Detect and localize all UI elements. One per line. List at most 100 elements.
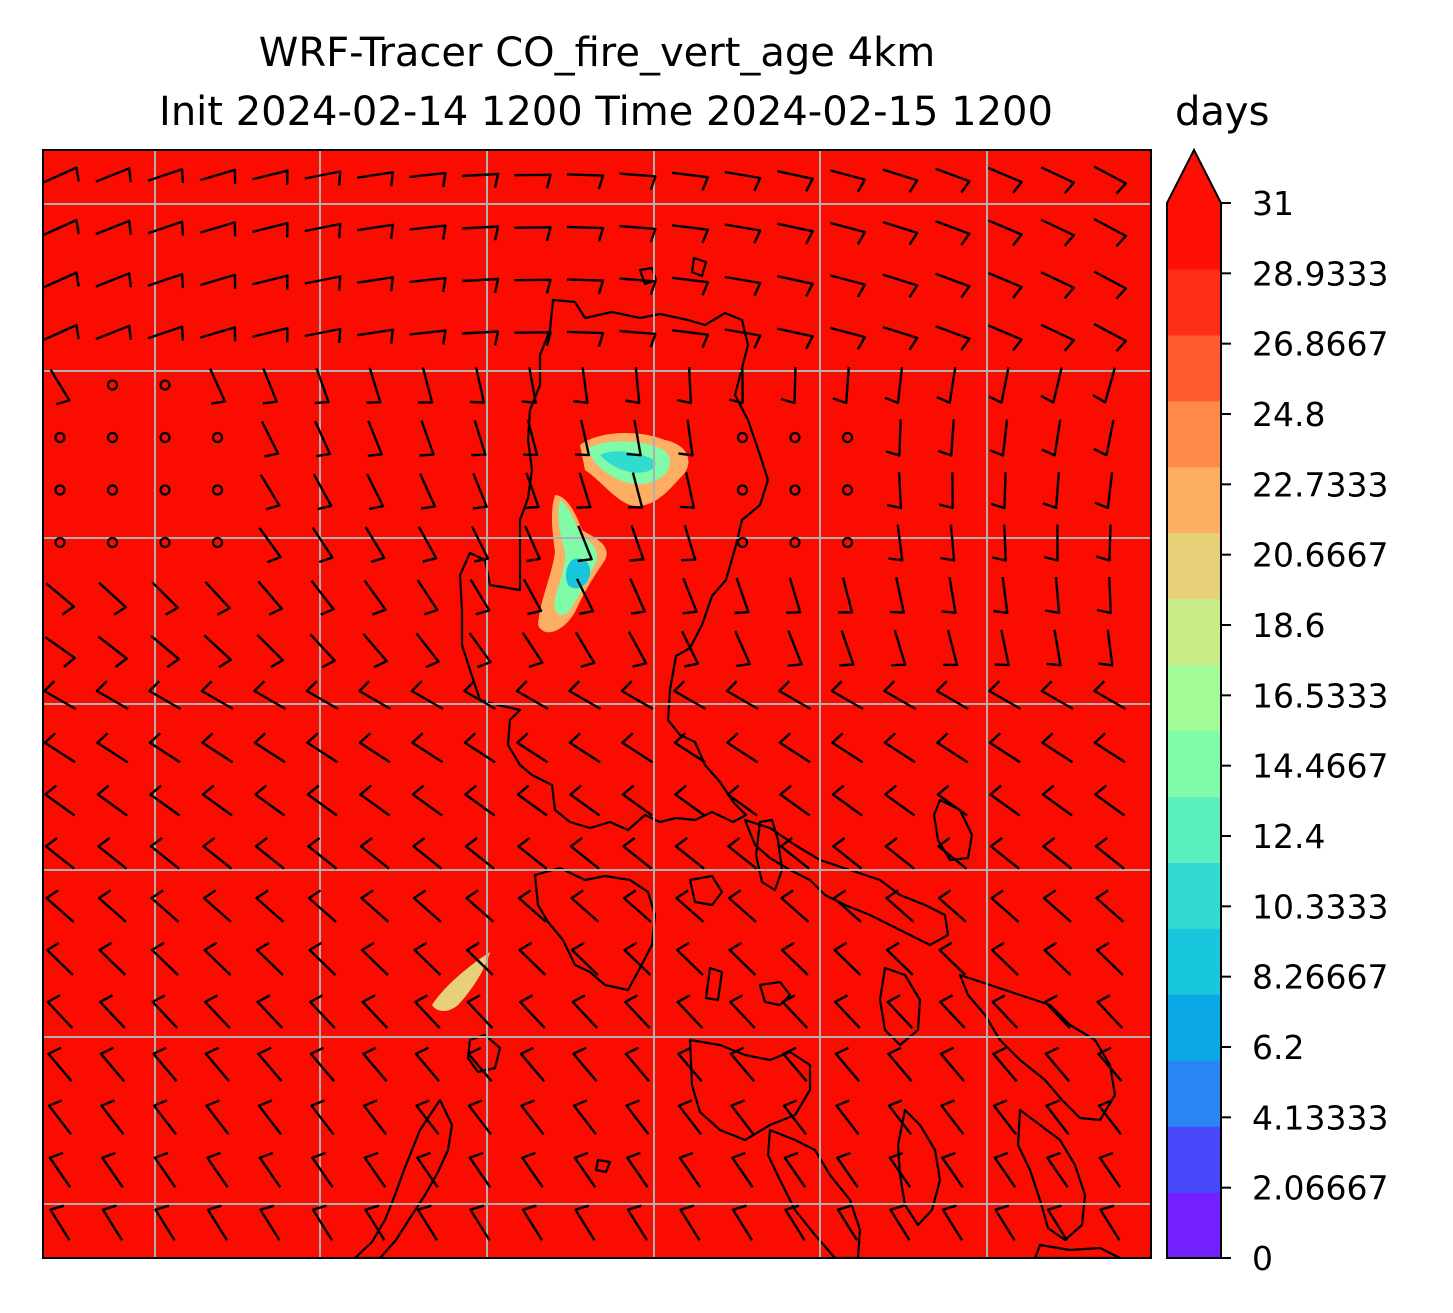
wind-barb-260 <box>411 784 443 817</box>
wind-barb-234 <box>148 732 181 764</box>
wind-barb-3 <box>147 168 185 184</box>
wind-barb-428 <box>416 1204 439 1241</box>
wind-barb-170 <box>98 582 127 616</box>
wind-barb-242 <box>568 732 601 764</box>
wind-barb-304 <box>517 889 547 923</box>
wind-barb-157 <box>524 525 541 563</box>
wind-barb-210 <box>1098 629 1114 667</box>
coastline-samar <box>958 973 1117 1122</box>
wind-barb-104 <box>1040 367 1063 404</box>
wind-barb-392 <box>730 1099 755 1136</box>
wind-barb-7 <box>357 171 394 187</box>
wind-barb-25 <box>199 221 237 237</box>
wind-barb-40 <box>987 219 1023 247</box>
wind-barb-154 <box>364 526 386 563</box>
wind-barb-345 <box>466 994 494 1029</box>
calm-marker-109 <box>211 431 224 444</box>
wind-barb-318 <box>150 941 179 976</box>
wind-barb-279 <box>307 837 338 870</box>
wind-barb-378 <box>1097 1046 1123 1082</box>
wind-barb-397 <box>992 1099 1017 1136</box>
wind-barb-55 <box>671 276 710 296</box>
colorbar-segment-8 <box>1167 730 1221 798</box>
wind-barb-2 <box>95 167 132 183</box>
colorbar-segment-4 <box>1167 994 1221 1061</box>
wind-barb-45 <box>147 273 185 289</box>
wind-barb-56 <box>724 275 762 297</box>
wind-barb-440 <box>1046 1204 1069 1241</box>
calm-marker-119 <box>736 431 749 444</box>
wind-barb-63 <box>1093 270 1128 300</box>
wind-barb-237 <box>306 732 339 764</box>
wind-barb-264 <box>621 784 653 817</box>
calm-marker-87 <box>159 379 171 391</box>
calm-marker-127 <box>54 484 66 496</box>
wind-barb-168 <box>1095 524 1112 562</box>
wind-barb-300 <box>307 889 337 923</box>
wind-barb-17 <box>882 168 919 193</box>
wind-barb-61 <box>987 271 1023 299</box>
wind-barb-276 <box>149 837 180 870</box>
wind-barb-278 <box>254 837 285 870</box>
wind-barb-308 <box>727 889 757 923</box>
wind-barb-311 <box>885 889 915 923</box>
calm-marker-86 <box>106 379 119 391</box>
colorbar-tick-label: 26.8667 <box>1252 325 1388 364</box>
wind-barb-83 <box>1040 323 1075 352</box>
wind-barb-164 <box>888 524 904 562</box>
wind-barb-293 <box>1042 837 1073 870</box>
wind-barb-80 <box>882 325 919 351</box>
wind-barb-292 <box>989 837 1020 870</box>
wind-barb-64 <box>43 323 80 341</box>
wind-barb-230 <box>1040 680 1074 711</box>
wind-barb-284 <box>569 837 600 870</box>
wind-barb-266 <box>726 784 758 817</box>
wind-barb-385 <box>362 1099 387 1136</box>
wind-barb-8 <box>409 171 447 188</box>
wind-barb-13 <box>671 171 710 191</box>
wind-barb-327 <box>623 941 652 976</box>
calm-marker-121 <box>841 431 854 444</box>
wind-barb-197 <box>415 632 440 669</box>
wind-barb-14 <box>724 170 762 192</box>
wind-barb-143 <box>886 471 903 510</box>
wind-barb-298 <box>202 889 232 923</box>
wind-barb-328 <box>675 941 704 976</box>
colorbar-tick-label: 8.26667 <box>1252 958 1388 997</box>
wind-barb-424 <box>206 1204 229 1241</box>
wind-barb-165 <box>940 524 956 562</box>
wind-barb-368 <box>572 1046 598 1082</box>
wind-barb-192 <box>150 634 180 669</box>
wind-barb-307 <box>675 889 705 923</box>
wind-barb-172 <box>204 580 231 616</box>
wind-barb-297 <box>150 889 180 923</box>
wind-barb-77 <box>724 328 762 349</box>
wind-barb-39 <box>935 220 971 246</box>
calm-marker-150 <box>159 536 171 549</box>
wind-barb-100 <box>832 366 850 405</box>
wind-barb-205 <box>839 630 855 667</box>
wind-barb-408 <box>468 1151 492 1188</box>
wind-barb-111 <box>314 420 332 458</box>
coastline-palawan-north <box>353 1098 454 1258</box>
wind-barb-98 <box>728 366 744 405</box>
wind-barb-209 <box>1046 629 1062 667</box>
wind-barb-216 <box>305 680 339 711</box>
wind-barb-342 <box>309 994 336 1029</box>
colorbar-segment-7 <box>1167 796 1221 863</box>
wind-barb-118 <box>678 419 694 457</box>
wind-barb-101 <box>884 366 904 405</box>
wind-barb-218 <box>410 680 444 711</box>
wind-barb-416 <box>888 1151 912 1188</box>
wind-barb-406 <box>363 1151 387 1188</box>
wind-barb-160 <box>681 524 697 562</box>
wind-barb-47 <box>252 274 289 290</box>
wind-barb-15 <box>777 170 814 192</box>
wind-barb-174 <box>310 580 335 616</box>
wind-barb-281 <box>412 837 443 870</box>
wind-barb-26 <box>252 222 289 238</box>
wind-barb-384 <box>310 1099 335 1136</box>
wind-barb-201 <box>627 631 648 668</box>
wind-barb-432 <box>626 1204 649 1241</box>
wind-barb-270 <box>936 784 968 817</box>
